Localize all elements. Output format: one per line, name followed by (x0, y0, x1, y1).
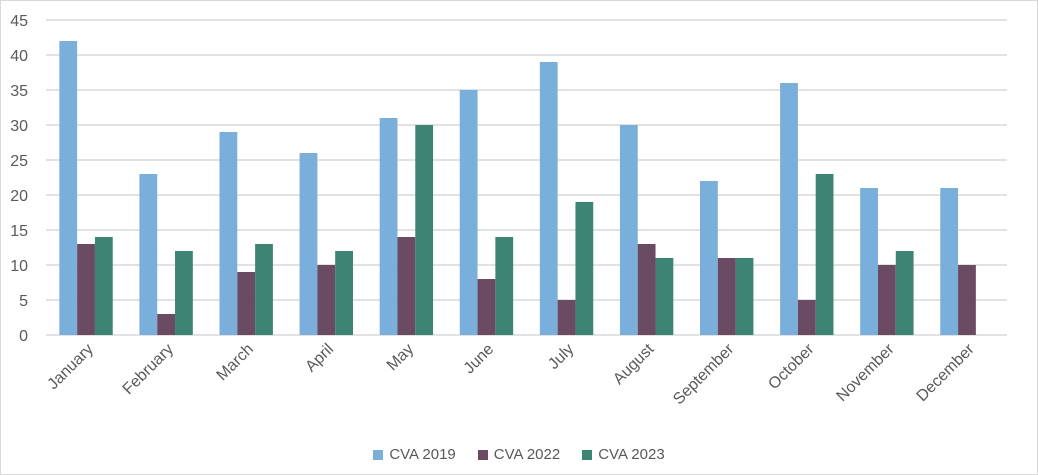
x-tick-label: June (461, 341, 498, 378)
y-tick-label: 25 (10, 153, 28, 170)
bar-cva-2022-june (477, 279, 496, 335)
bar-cva-2019-september (700, 181, 718, 335)
x-tick-label: May (384, 341, 417, 374)
bar-cva-2019-january (59, 41, 78, 335)
bar-cva-2019-july (539, 62, 558, 335)
x-tick-label: July (545, 341, 577, 373)
bar-cva-2022-may (397, 237, 416, 335)
y-tick-label: 40 (10, 48, 28, 65)
x-tick-label: August (610, 340, 658, 388)
x-tick-label: October (765, 340, 818, 393)
bar-cva-2022-december (958, 265, 976, 335)
bar-cva-2019-october (780, 83, 798, 335)
y-tick-label: 20 (10, 188, 28, 205)
bar-cva-2022-september (717, 258, 736, 335)
legend-label: CVA 2022 (493, 446, 561, 463)
legend-swatch (373, 449, 384, 460)
bar-cva-2022-august (637, 244, 656, 335)
bar-cva-2019-may (379, 118, 398, 335)
bar-cva-2022-july (557, 300, 576, 335)
y-tick-label: 30 (10, 118, 28, 135)
bar-cva-2023-september (735, 258, 754, 335)
x-tick-label: April (302, 341, 337, 376)
bar-cva-2022-april (317, 265, 336, 335)
legend-item: CVA 2022 (477, 446, 561, 463)
bar-cva-2023-october (815, 174, 834, 335)
x-tick-label: January (45, 341, 97, 393)
bar-cva-2023-august (655, 258, 674, 335)
bar-cva-2019-march (219, 132, 238, 335)
bar-cva-2023-march (255, 244, 273, 335)
x-tick-label: November (833, 340, 898, 405)
bar-cva-2023-april (335, 251, 353, 335)
bar-cva-2019-november (860, 188, 878, 335)
y-tick-label: 10 (10, 258, 28, 275)
y-tick-label: 5 (19, 293, 28, 310)
legend-swatch (582, 449, 593, 460)
bar-cva-2019-august (619, 125, 638, 335)
bar-cva-2019-april (299, 153, 318, 335)
y-tick-label: 35 (10, 83, 28, 100)
y-tick-label: 15 (10, 223, 28, 240)
legend-label: CVA 2019 (389, 446, 456, 463)
legend-item: CVA 2019 (373, 446, 456, 463)
bar-cva-2019-december (940, 188, 959, 335)
legend-swatch (477, 449, 488, 460)
bar-cva-2023-july (575, 202, 594, 335)
bar-cva-2023-february (175, 251, 193, 335)
bar-cva-2022-march (237, 272, 256, 335)
x-tick-label: February (120, 341, 177, 398)
bar-cva-2022-october (797, 300, 816, 335)
bar-cva-2023-january (94, 237, 113, 335)
legend-item: CVA 2023 (582, 446, 665, 463)
y-tick-label: 0 (19, 328, 28, 345)
bar-cva-2022-november (877, 265, 896, 335)
bar-cva-2022-february (157, 314, 176, 335)
x-tick-label: March (214, 341, 257, 384)
legend: CVA 2019 CVA 2022 CVA 2023 (0, 446, 1038, 463)
bar-cva-2023-may (415, 125, 434, 335)
bar-cva-2022-january (77, 244, 95, 335)
bar-cva-2019-february (139, 174, 158, 335)
bar-cva-2023-june (495, 237, 514, 335)
x-tick-label: December (914, 340, 979, 405)
y-tick-label: 45 (10, 13, 28, 30)
legend-label: CVA 2023 (598, 446, 665, 463)
bar-cva-2023-november (895, 251, 914, 335)
x-tick-label: September (670, 340, 738, 408)
bar-cva-2019-june (459, 90, 478, 335)
bar-chart: 0 5 10 15 20 25 30 35 40 45 January February March Ap… (10, 13, 1007, 408)
